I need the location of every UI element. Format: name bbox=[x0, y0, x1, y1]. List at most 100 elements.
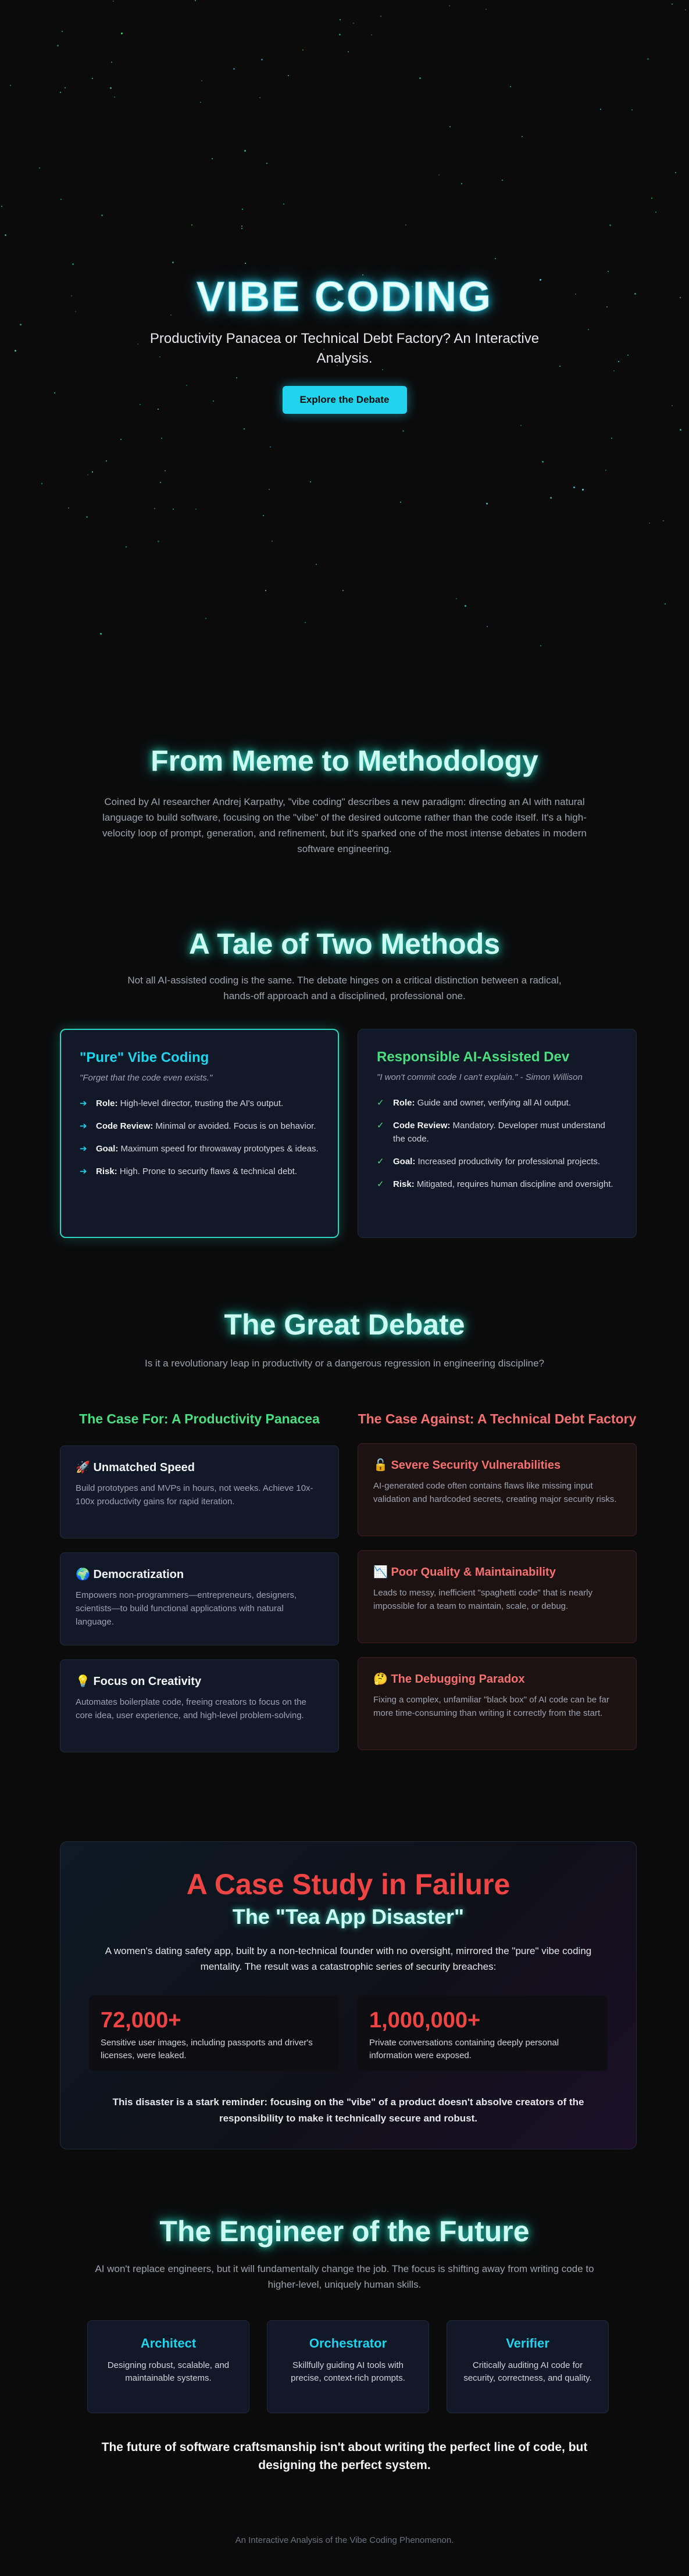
debate-card-debugging[interactable]: 🤔 The Debugging Paradox Fixing a complex… bbox=[358, 1657, 637, 1750]
star-dot bbox=[195, 509, 197, 510]
checkmark-icon: ✓ bbox=[377, 1157, 384, 1167]
role-card-orchestrator[interactable]: Orchestrator Skillfully guiding AI tools… bbox=[267, 2320, 429, 2413]
checkmark-icon: ✓ bbox=[377, 1179, 384, 1189]
debate-card-creativity[interactable]: 💡 Focus on Creativity Automates boilerpl… bbox=[60, 1659, 339, 1752]
role-card-architect[interactable]: Architect Designing robust, scalable, an… bbox=[87, 2320, 249, 2413]
star-dot bbox=[154, 507, 156, 509]
case-study-section: A Case Study in Failure The "Tea App Dis… bbox=[60, 1841, 637, 2149]
star-dot bbox=[338, 34, 341, 36]
star-dot bbox=[159, 481, 161, 483]
arrow-icon: ➔ bbox=[80, 1121, 87, 1131]
star-dot bbox=[485, 9, 487, 10]
star-dot bbox=[106, 460, 108, 461]
roles-row: Architect Designing robust, scalable, an… bbox=[87, 2320, 609, 2413]
debate-card-body: Build prototypes and MVPs in hours, not … bbox=[76, 1483, 313, 1507]
role-card-verifier[interactable]: Verifier Critically auditing AI code for… bbox=[447, 2320, 609, 2413]
star-dot bbox=[608, 270, 609, 272]
rocket-icon: 🚀 bbox=[76, 1461, 90, 1474]
debate-card-title: 🔓 Severe Security Vulnerabilities bbox=[373, 1459, 561, 1472]
star-dot bbox=[509, 343, 511, 345]
debate-card-title: 🤔 The Debugging Paradox bbox=[373, 1673, 525, 1686]
star-dot bbox=[655, 211, 657, 213]
debate-card-security[interactable]: 🔓 Severe Security Vulnerabilities AI-gen… bbox=[358, 1443, 637, 1536]
star-dot bbox=[618, 360, 620, 362]
closing-text: The future of software craftsmanship isn… bbox=[101, 2441, 588, 2472]
star-dot bbox=[87, 474, 89, 475]
case-against-column: The Case Against: A Technical Debt Facto… bbox=[358, 1409, 637, 1750]
list-item: ➔ Code Review: Minimal or avoided. Focus … bbox=[80, 1119, 319, 1133]
star-dot bbox=[268, 488, 270, 490]
star-dot bbox=[336, 365, 338, 367]
star-dot bbox=[380, 15, 382, 17]
star-dot bbox=[67, 507, 69, 509]
star-dot bbox=[381, 369, 383, 371]
debate-card-democratization[interactable]: 🌍 Democratization Empowers non-programme… bbox=[60, 1552, 339, 1645]
pure-vibe-list: ➔ Role: High-level director, trusting the… bbox=[80, 1097, 319, 1178]
star-dot bbox=[662, 520, 664, 521]
hero-section: VIBE CODING Productivity Panacea or Tech… bbox=[0, 0, 689, 657]
star-dot bbox=[126, 546, 127, 548]
star-dot bbox=[113, 1, 115, 2]
pure-vibe-card[interactable]: "Pure" Vibe Coding "Forget that the code… bbox=[60, 1029, 339, 1238]
case-study-moral: This disaster is a stark reminder: focus… bbox=[112, 2096, 584, 2124]
star-dot bbox=[244, 149, 246, 152]
responsible-dev-card[interactable]: Responsible AI-Assisted Dev "I won't com… bbox=[358, 1029, 637, 1238]
debate-lead: Is it a revolutionary leap in productivi… bbox=[144, 1358, 544, 1369]
debate-title: The Great Debate bbox=[224, 1308, 465, 1341]
role-title: Verifier bbox=[506, 2336, 549, 2350]
star-dot bbox=[205, 617, 206, 619]
star-dot bbox=[260, 59, 263, 61]
stat-description: Sensitive user images, including passpor… bbox=[101, 2038, 313, 2060]
star-dot bbox=[609, 224, 612, 226]
star-dot bbox=[14, 349, 16, 352]
debate-card-body: Empowers non-programmers—entrepreneurs, … bbox=[76, 1590, 297, 1627]
explore-debate-button[interactable]: Explore the Debate bbox=[282, 386, 407, 414]
list-item: ➔ Goal: Maximum speed for throwaway proto… bbox=[80, 1142, 319, 1155]
star-dot bbox=[309, 481, 311, 482]
star-dot bbox=[191, 224, 193, 226]
case-against-title: The Case Against: A Technical Debt Facto… bbox=[358, 1411, 637, 1426]
star-dot bbox=[334, 298, 336, 300]
star-dot bbox=[99, 633, 102, 635]
arrow-icon: ➔ bbox=[80, 1099, 87, 1108]
star-dot bbox=[679, 428, 681, 431]
starfield-background bbox=[0, 0, 689, 657]
role-title: Architect bbox=[140, 2336, 197, 2350]
star-dot bbox=[419, 77, 421, 80]
star-dot bbox=[631, 109, 633, 110]
star-dot bbox=[233, 68, 235, 70]
star-dot bbox=[539, 279, 541, 281]
star-dot bbox=[674, 172, 676, 174]
star-dot bbox=[449, 126, 451, 128]
arrow-icon: ➔ bbox=[80, 1144, 87, 1154]
globe-icon: 🌍 bbox=[76, 1568, 90, 1581]
star-dot bbox=[347, 51, 349, 52]
star-dot bbox=[64, 87, 66, 88]
debate-card-speed[interactable]: 🚀 Unmatched Speed Build prototypes and M… bbox=[60, 1446, 339, 1539]
chart-down-icon: 📉 bbox=[373, 1566, 388, 1579]
star-dot bbox=[549, 497, 552, 499]
star-dot bbox=[455, 598, 457, 600]
star-dot bbox=[92, 471, 94, 473]
stat-description: Private conversations containing deeply … bbox=[369, 2038, 559, 2060]
star-dot bbox=[114, 96, 116, 98]
list-item: ✓ Code Review: Mandatory. Developer must … bbox=[377, 1119, 617, 1146]
role-body: Designing robust, scalable, and maintain… bbox=[107, 2360, 230, 2383]
star-dot bbox=[140, 403, 141, 405]
star-dot bbox=[399, 502, 401, 503]
closing-statement: The future of software craftsmanship isn… bbox=[0, 2438, 689, 2474]
debate-card-body: AI-generated code often contains flaws l… bbox=[373, 1481, 617, 1504]
star-dot bbox=[236, 377, 238, 379]
star-dot bbox=[559, 365, 561, 367]
debate-card-quality[interactable]: 📉 Poor Quality & Maintainability Leads t… bbox=[358, 1550, 637, 1643]
star-dot bbox=[241, 226, 243, 227]
debate-card-title: 🚀 Unmatched Speed bbox=[76, 1461, 195, 1474]
meme-body: Coined by AI researcher Andrej Karpathy,… bbox=[102, 796, 587, 854]
star-dot bbox=[170, 314, 172, 316]
responsible-dev-title: Responsible AI-Assisted Dev bbox=[377, 1049, 570, 1065]
debate-card-title: 🌍 Democratization bbox=[76, 1568, 184, 1581]
star-dot bbox=[5, 234, 7, 236]
checkmark-icon: ✓ bbox=[377, 1098, 384, 1108]
responsible-dev-list: ✓ Role: Guide and owner, verifying all AI… bbox=[377, 1096, 617, 1191]
debate-card-body: Automates boilerplate code, freeing crea… bbox=[76, 1697, 306, 1720]
